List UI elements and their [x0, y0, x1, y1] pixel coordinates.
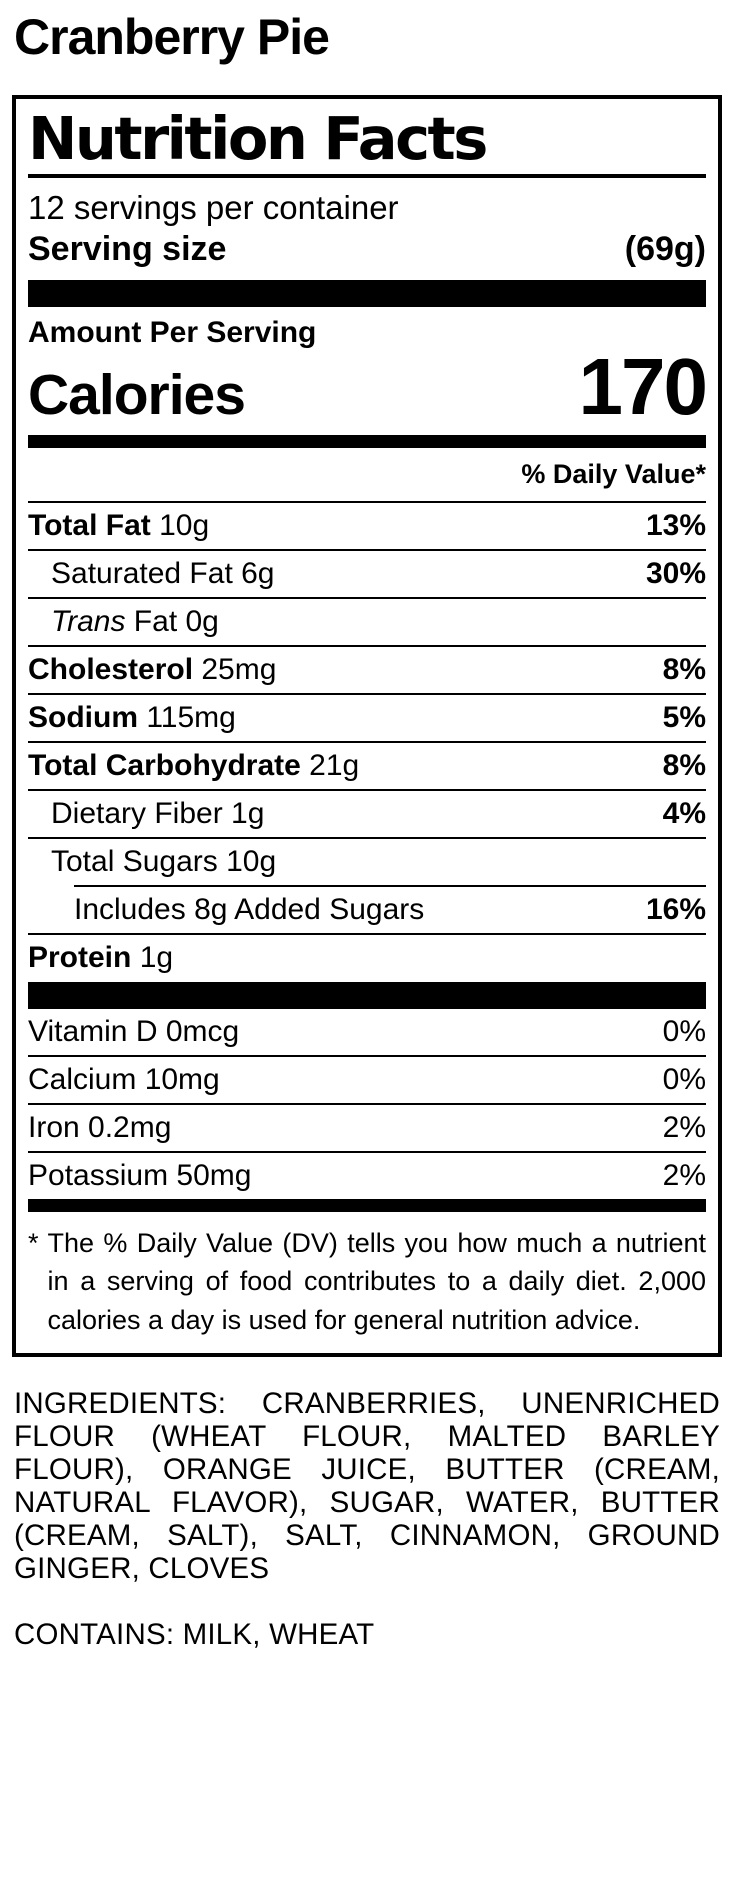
- servings-per-container: 12 servings per container: [28, 188, 399, 226]
- nutrient-name: Potassium 50mg: [28, 1158, 252, 1192]
- nutrient-dv: 30%: [645, 556, 706, 590]
- vitamin-row-calcium: Calcium 10mg 0%: [28, 1054, 706, 1103]
- nutrition-facts-heading: Nutrition Facts: [28, 104, 488, 173]
- nutrition-facts-panel: Nutrition Facts 12 servings per containe…: [12, 95, 722, 1357]
- daily-value-header: % Daily Value*: [521, 458, 706, 489]
- contains-text: CONTAINS: MILK, WHEAT: [14, 1618, 375, 1652]
- heading-rule: [28, 173, 706, 178]
- serving-size-row: Serving size (69g): [28, 230, 706, 269]
- nutrient-dv: 5%: [662, 700, 706, 734]
- nutrient-name: Cholesterol: [28, 652, 194, 686]
- calories-value: 170: [578, 341, 708, 431]
- separator-bar-medium: [28, 434, 706, 448]
- nutrient-dv: 8%: [662, 749, 706, 783]
- serving-size-label: Serving size: [28, 229, 227, 268]
- nutrient-row-protein: Protein 1g: [28, 933, 706, 981]
- nutrient-row-total-sugars: Total Sugars 10g: [28, 837, 706, 885]
- nutrient-dv: 8%: [662, 652, 706, 686]
- nutrient-row-total-carbohydrate: Total Carbohydrate 21g 8%: [28, 741, 706, 789]
- daily-value-footnote: * The % Daily Value (DV) tells you how m…: [28, 1212, 706, 1341]
- separator-bar-medium: [28, 1198, 706, 1212]
- nutrient-dv: 0%: [662, 1062, 706, 1096]
- nutrient-amount: 1g: [131, 941, 174, 975]
- nutrient-name: Total Sugars 10g: [51, 845, 277, 879]
- nutrient-name: Iron 0.2mg: [28, 1110, 172, 1144]
- vitamin-row-potassium: Potassium 50mg 2%: [28, 1150, 706, 1199]
- nutrient-dv: 16%: [645, 893, 706, 927]
- nutrient-amount: 115mg: [138, 700, 236, 734]
- nutrient-row-cholesterol: Cholesterol 25mg 8%: [28, 644, 706, 693]
- nutrient-dv: 2%: [662, 1158, 706, 1192]
- product-title: Cranberry Pie: [14, 9, 330, 65]
- nutrient-name: Calcium 10mg: [28, 1062, 220, 1096]
- amount-per-serving-label: Amount Per Serving: [28, 315, 317, 349]
- nutrient-name: Protein: [28, 941, 132, 975]
- nutrient-row-added-sugars: Includes 8g Added Sugars 16%: [28, 887, 706, 933]
- nutrient-dv: 0%: [662, 1014, 706, 1048]
- footnote-text: The % Daily Value (DV) tells you how muc…: [47, 1227, 706, 1335]
- calories-row: Calories 170: [28, 341, 708, 431]
- footnote-asterisk: *: [28, 1227, 39, 1258]
- nutrient-name-italic: Trans: [51, 604, 126, 638]
- nutrient-amount: 10g: [150, 508, 210, 542]
- nutrient-row-saturated-fat: Saturated Fat 6g 30%: [28, 548, 706, 597]
- vitamin-row-iron: Iron 0.2mg 2%: [28, 1102, 706, 1151]
- separator-bar-thick: [28, 981, 706, 1009]
- ingredients-text: INGREDIENTS: CRANBERRIES, UNENRICHED FLO…: [14, 1386, 720, 1586]
- nutrient-dv: 13%: [645, 508, 706, 542]
- calories-label: Calories: [28, 362, 246, 427]
- serving-size-value: (69g): [624, 229, 706, 268]
- nutrient-name: Total Carbohydrate: [28, 749, 301, 783]
- nutrient-row-dietary-fiber: Dietary Fiber 1g 4%: [28, 789, 706, 837]
- nutrient-amount: 25mg: [193, 652, 277, 686]
- vitamin-row-vitamin-d: Vitamin D 0mcg 0%: [28, 1009, 706, 1055]
- nutrient-name: Sodium: [28, 700, 138, 734]
- nutrient-row-sodium: Sodium 115mg 5%: [28, 692, 706, 741]
- nutrient-row-trans-fat: Trans Fat 0g: [28, 596, 706, 645]
- nutrient-name: Total Fat: [28, 508, 151, 542]
- separator-bar-thick: [28, 279, 706, 307]
- nutrient-amount: 21g: [300, 749, 360, 783]
- nutrient-dv: 4%: [662, 797, 706, 831]
- nutrient-name: Vitamin D 0mcg: [28, 1014, 240, 1048]
- nutrient-name: Includes 8g Added Sugars: [74, 893, 425, 927]
- added-sugars-partial-rule: [74, 885, 706, 888]
- nutrient-row-total-fat: Total Fat 10g 13%: [28, 500, 706, 549]
- nutrient-name: Saturated Fat 6g: [51, 556, 275, 590]
- nutrient-dv: 2%: [662, 1110, 706, 1144]
- nutrient-amount: Fat 0g: [125, 604, 219, 638]
- nutrient-name: Dietary Fiber 1g: [51, 797, 265, 831]
